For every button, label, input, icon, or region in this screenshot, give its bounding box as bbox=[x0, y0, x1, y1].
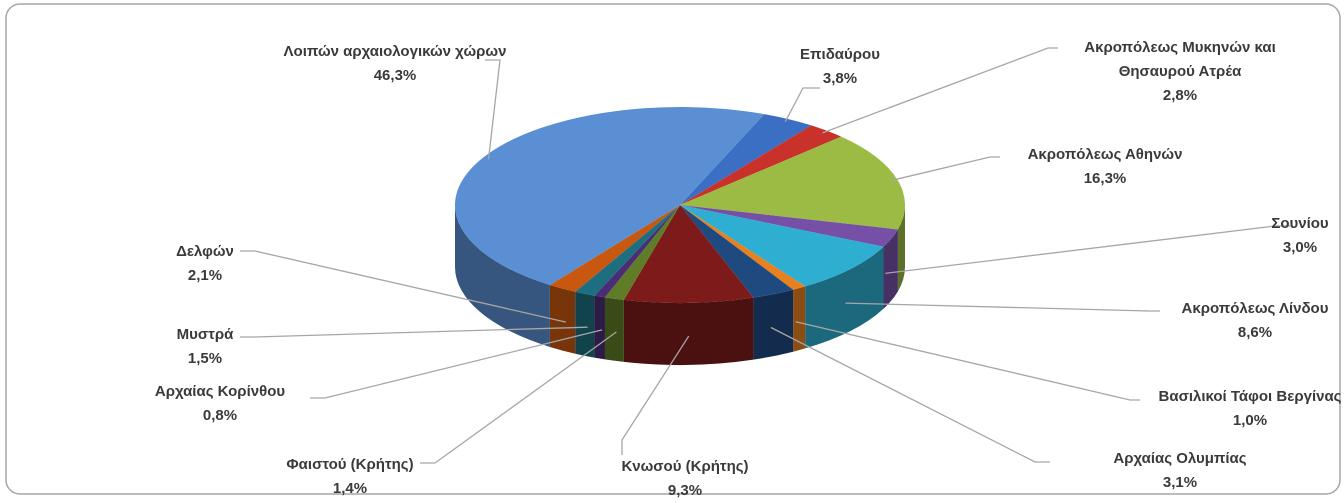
category-label: Φαιστού (Κρήτης) bbox=[286, 456, 414, 473]
value-label: 8,6% bbox=[1237, 324, 1273, 341]
category-label: Αρχαίας Ολυμπίας bbox=[1113, 450, 1247, 467]
slice-side bbox=[454, 205, 550, 347]
slice-side bbox=[897, 205, 905, 292]
slice bbox=[594, 205, 680, 298]
value-label: 1,5% bbox=[187, 350, 223, 367]
data-label: Αρχαίας Κορίνθου 0,8% bbox=[120, 380, 320, 428]
slice bbox=[680, 125, 842, 205]
value-label: 3,1% bbox=[1162, 474, 1198, 491]
leader-line bbox=[845, 302, 1160, 312]
leader-line bbox=[795, 321, 1140, 401]
value-label: 0,8% bbox=[202, 407, 238, 424]
leader-line bbox=[240, 326, 588, 338]
slice-side bbox=[793, 286, 806, 352]
slice bbox=[680, 136, 905, 230]
data-label: Βασιλικοί Τάφοι Βεργίνας 1,0% bbox=[1125, 385, 1344, 433]
slice bbox=[680, 205, 884, 287]
slice bbox=[623, 205, 754, 304]
data-label: Αρχαίας Ολυμπίας 3,1% bbox=[1070, 447, 1290, 495]
category-label: Ακροπόλεως Αθηνών bbox=[1027, 146, 1183, 163]
leader-line bbox=[485, 59, 501, 160]
slice-side bbox=[604, 297, 624, 362]
category-label: Κνωσού (Κρήτης) bbox=[621, 458, 749, 475]
slice bbox=[680, 205, 794, 298]
data-label: Ακροπόλεως Αθηνών 16,3% bbox=[995, 143, 1215, 191]
value-label: 1,0% bbox=[1232, 412, 1268, 429]
leader-line bbox=[621, 335, 690, 455]
category-label: Λοιπών αρχαιολογικών χώρων bbox=[283, 43, 507, 60]
value-label: 2,1% bbox=[187, 267, 223, 284]
category-label: Βασιλικοί Τάφοι Βεργίνας bbox=[1158, 388, 1342, 405]
slice-side bbox=[549, 284, 576, 354]
slice bbox=[680, 205, 806, 290]
category-label: Σουνίου bbox=[1271, 215, 1329, 232]
category-label: Αρχαίας Κορίνθου bbox=[154, 383, 286, 400]
value-label: 1,4% bbox=[332, 480, 368, 497]
category-label: Επιδαύρου bbox=[800, 46, 880, 63]
slice bbox=[549, 205, 680, 292]
category-label: Ακροπόλεως Μυκηνών και Θησαυρού Ατρέα bbox=[1084, 39, 1276, 80]
category-label: Ακροπόλεως Λίνδου bbox=[1181, 300, 1329, 317]
leader-line bbox=[310, 329, 603, 399]
slice bbox=[604, 205, 680, 300]
slice bbox=[680, 114, 812, 205]
slice-side bbox=[753, 289, 794, 360]
leader-line bbox=[784, 87, 820, 123]
leader-line bbox=[420, 331, 617, 464]
leader-line bbox=[890, 156, 1000, 182]
slice bbox=[575, 205, 680, 296]
slice-side bbox=[594, 295, 605, 360]
value-label: 2,8% bbox=[1162, 87, 1198, 104]
data-label: Σουνίου 3,0% bbox=[1245, 212, 1344, 260]
data-label: Μυστρά 1,5% bbox=[145, 323, 265, 371]
category-label: Μυστρά bbox=[176, 326, 234, 343]
slice-side bbox=[623, 297, 754, 365]
value-label: 3,0% bbox=[1282, 239, 1318, 256]
slice-side bbox=[805, 246, 884, 349]
leader-line bbox=[822, 47, 1058, 134]
value-label: 3,8% bbox=[822, 70, 858, 87]
data-label: Λοιπών αρχαιολογικών χώρων 46,3% bbox=[275, 40, 515, 88]
slice-side bbox=[883, 229, 898, 309]
slice bbox=[680, 205, 898, 247]
data-label: Δελφών 2,1% bbox=[145, 240, 265, 288]
data-label: Επιδαύρου 3,8% bbox=[765, 43, 915, 91]
data-label: Κνωσού (Κρήτης) 9,3% bbox=[585, 455, 785, 503]
slice-side bbox=[575, 291, 595, 358]
leader-line bbox=[240, 250, 566, 323]
data-label: Ακροπόλεως Λίνδου 8,6% bbox=[1155, 297, 1344, 345]
leader-line bbox=[770, 326, 1050, 463]
category-label: Δελφών bbox=[176, 243, 234, 260]
value-label: 9,3% bbox=[667, 482, 703, 499]
slice bbox=[455, 107, 765, 285]
data-label: Ακροπόλεως Μυκηνών και Θησαυρού Ατρέα 2,8… bbox=[1075, 36, 1285, 108]
leader-line bbox=[885, 225, 1290, 274]
data-label: Φαιστού (Κρήτης) 1,4% bbox=[260, 453, 440, 501]
value-label: 46,3% bbox=[373, 67, 417, 84]
value-label: 16,3% bbox=[1083, 170, 1127, 187]
